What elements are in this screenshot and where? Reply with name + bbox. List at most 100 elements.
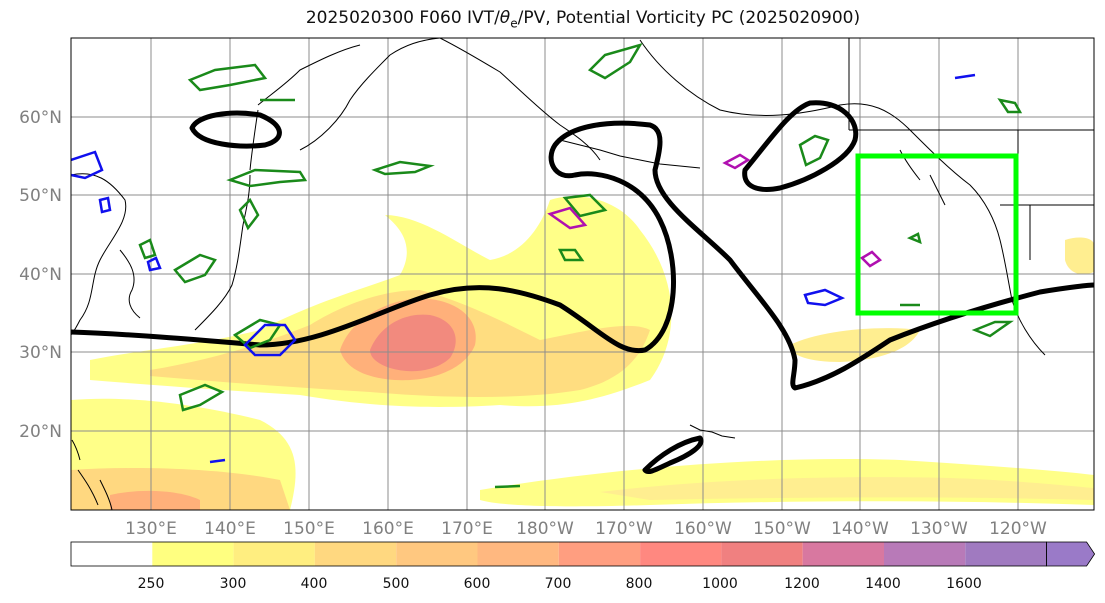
pv-blue-6 <box>209 458 226 464</box>
pv-magenta-3 <box>859 250 883 268</box>
coast-bc-islands <box>899 149 946 206</box>
colorbar-labels: 250 300 400 500 600 700 800 1000 1200 14… <box>138 576 982 592</box>
coast-asia <box>71 173 127 336</box>
lat-label: 30°N <box>19 343 62 363</box>
thick-contour-okhotsk-loop <box>189 110 282 149</box>
map-frame <box>70 37 1095 511</box>
highlight-box <box>855 153 1019 316</box>
pv-blue-7 <box>954 73 976 80</box>
coastlines <box>71 38 1094 510</box>
lat-label: 50°N <box>19 186 62 206</box>
colorbar-segment <box>802 542 884 566</box>
lon-label: 160°W <box>674 519 732 539</box>
thick-contour <box>71 100 1094 475</box>
ivt-east-blob <box>1065 237 1094 275</box>
pv-green-2 <box>587 42 643 80</box>
lon-label: 170°W <box>595 519 653 539</box>
ivt-core-max <box>370 314 456 372</box>
lon-label: 130°E <box>125 519 177 539</box>
colorbar-segment <box>314 542 397 566</box>
coast-okhotsk <box>257 44 361 106</box>
lon-label: 150°W <box>753 519 811 539</box>
colorbar-extend-arrow <box>1046 541 1096 567</box>
colorbar-segment <box>233 542 315 566</box>
pv-green-14 <box>557 248 585 262</box>
colorbar-segment <box>884 542 966 566</box>
colorbar-label: 500 <box>383 576 410 592</box>
pv-blue-1 <box>71 150 104 180</box>
coast-korea <box>119 249 141 319</box>
pv-green-4 <box>371 160 435 176</box>
lon-label: 160°E <box>362 519 414 539</box>
lon-label: 150°E <box>283 519 335 539</box>
map-panel <box>71 38 1094 510</box>
lat-label: 20°N <box>19 422 62 442</box>
colorbar-segment <box>558 542 641 566</box>
pv-magenta-1 <box>547 206 588 230</box>
lon-label: 120°W <box>989 519 1047 539</box>
colorbar-segment <box>396 542 478 566</box>
pv-blue-4 <box>98 196 112 214</box>
lon-label: 130°W <box>910 519 968 539</box>
lat-labels: 60°N 50°N 40°N 30°N 20°N <box>19 108 62 442</box>
colorbar-label: 1200 <box>784 576 820 592</box>
ivt-mid-blob <box>790 328 920 362</box>
pv-contours-green <box>138 42 1023 489</box>
pv-green-17 <box>906 232 922 245</box>
pv-green-12 <box>238 197 260 231</box>
pv-blue-2 <box>243 323 297 357</box>
pv-magenta-2 <box>722 153 751 170</box>
pv-contours-magenta <box>547 153 883 268</box>
colorbar-label: 250 <box>138 576 165 592</box>
colorbar-segment <box>965 542 1047 566</box>
coast-aleutians <box>559 139 701 169</box>
colorbar-label: 1000 <box>702 576 738 592</box>
ivt-tropical-inner <box>600 477 1094 500</box>
lon-label: 180°W <box>516 519 574 539</box>
colorbar-label: 800 <box>626 576 653 592</box>
colorbar-label: 700 <box>545 576 572 592</box>
pv-green-1 <box>187 63 268 92</box>
colorbar-segment <box>477 542 559 566</box>
coast-alaska <box>639 39 1046 356</box>
pv-blue-3 <box>803 288 846 307</box>
pv-green-11 <box>997 98 1023 114</box>
colorbar-label: 300 <box>220 576 247 592</box>
lat-label: 60°N <box>19 108 62 128</box>
coast-taiwan <box>71 439 81 461</box>
colorbar-label: 1400 <box>865 576 901 592</box>
pv-contours-blue <box>71 73 976 464</box>
colorbar <box>70 541 1096 567</box>
pv-green-13 <box>138 238 157 260</box>
colorbar-segment <box>640 542 722 566</box>
lon-labels: 130°E 140°E 150°E 160°E 170°E 180°W 170°… <box>125 519 1047 539</box>
colorbar-frame <box>70 541 1047 567</box>
ivt-filled-contours <box>71 196 1094 510</box>
pv-green-3 <box>226 168 308 188</box>
lat-label: 40°N <box>19 265 62 285</box>
pv-green-6 <box>562 193 608 218</box>
colorbar-segment <box>721 542 803 566</box>
pv-green-7 <box>173 253 217 284</box>
colorbar-label: 400 <box>301 576 328 592</box>
pv-green-5 <box>798 134 830 167</box>
coast-philippines <box>77 469 113 510</box>
colorbar-label: 600 <box>464 576 491 592</box>
lon-label: 140°W <box>831 519 889 539</box>
coast-hawaii <box>689 424 736 439</box>
lon-label: 140°E <box>204 519 256 539</box>
pv-green-9 <box>178 383 225 412</box>
coast-bering <box>439 38 601 161</box>
colorbar-segment <box>152 542 234 566</box>
thick-contour-alaska-loop <box>742 100 859 192</box>
thick-contour-main <box>71 120 1094 391</box>
pv-green-15 <box>494 484 521 489</box>
lon-label: 170°E <box>441 519 493 539</box>
map-title: 2025020300 F060 IVT/θe/PV, Potential Vor… <box>305 8 861 31</box>
thick-contour-hawaii-loop <box>642 435 704 475</box>
pv-green-10 <box>971 320 1014 338</box>
colorbar-label: 1600 <box>946 576 982 592</box>
ivt-south-core <box>110 490 200 510</box>
colorbar-segment <box>71 542 153 566</box>
